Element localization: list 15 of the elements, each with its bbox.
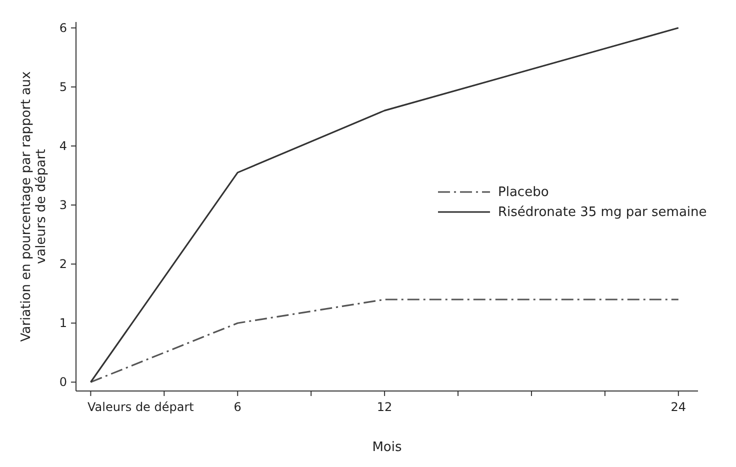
x-tick-label: Valeurs de départ [88,400,194,414]
y-tick-label: 3 [59,198,67,212]
y-tick-label: 2 [59,257,67,272]
y-tick-label: 1 [59,316,67,330]
legend-label: Risédronate 35 mg par semaine [498,205,707,220]
y-tick-label: 4 [59,138,67,153]
y-axis-title: Variation en pourcentage par rapport aux valeurs de départ [19,70,49,342]
y-tick-label: 0 [59,375,67,390]
x-tick-label: 12 [376,400,392,414]
x-tick-label: 6 [234,400,242,414]
x-tick-label: 24 [670,400,686,414]
y-tick-label: 5 [59,80,67,94]
legend-label: Placebo [498,185,549,200]
y-tick-label: 6 [59,20,67,35]
x-axis-title: Mois [372,440,402,455]
